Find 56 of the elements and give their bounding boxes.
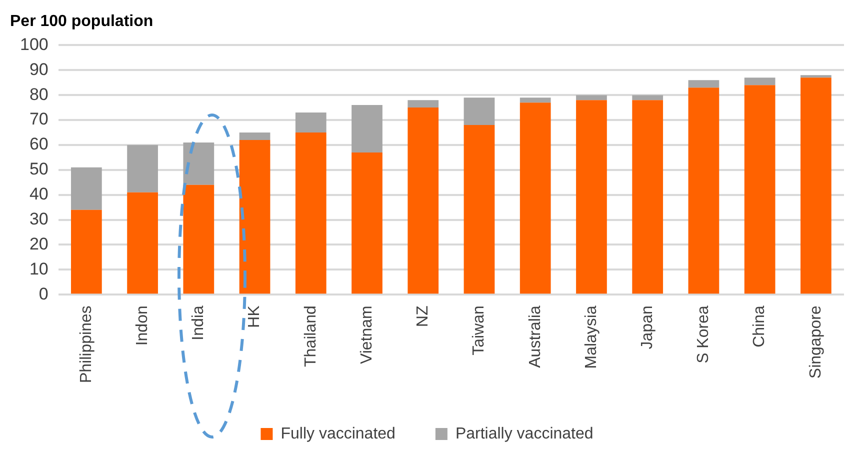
bar — [183, 142, 214, 185]
x-tick-label: Philippines — [78, 306, 95, 384]
bar — [408, 108, 439, 294]
legend-label: Fully vaccinated — [280, 425, 396, 442]
bar — [408, 100, 439, 108]
legend-label: Partially vaccinated — [455, 425, 594, 442]
bar — [520, 102, 551, 294]
x-tick-label: Vietnam — [358, 306, 376, 364]
x-tick-label: Malaysia — [582, 306, 600, 369]
bar — [744, 78, 776, 86]
bar — [632, 100, 664, 294]
x-tick-label: NZ — [414, 305, 432, 327]
bar — [127, 144, 158, 192]
y-axis-title: Per 100 population — [10, 13, 154, 30]
x-tick-label: Thailand — [302, 306, 320, 367]
y-tick-label: 90 — [29, 60, 48, 79]
y-tick-label: 10 — [29, 259, 48, 278]
bar — [127, 192, 158, 294]
bar — [295, 112, 326, 132]
bar — [70, 210, 102, 294]
bar — [464, 125, 495, 294]
x-tick-label: India — [190, 306, 208, 340]
x-tick-label: China — [751, 306, 768, 348]
y-tick-label: 70 — [29, 110, 48, 129]
y-tick-label: 0 — [38, 284, 48, 304]
x-tick-label: Japan — [638, 306, 656, 350]
y-tick-label: 100 — [20, 34, 48, 54]
y-tick-label: 50 — [29, 160, 48, 179]
x-tick-label: Taiwan — [470, 306, 488, 356]
y-tick-label: 30 — [29, 209, 48, 228]
bar — [295, 132, 326, 294]
bar — [688, 88, 720, 294]
bar — [352, 152, 382, 294]
x-tick-label: Australia — [526, 306, 544, 368]
x-tick-label: Singapore — [807, 306, 824, 379]
bar — [632, 95, 664, 100]
bar — [688, 80, 720, 88]
y-tick-label: 40 — [29, 184, 48, 204]
x-tick-label: Indon — [134, 306, 151, 346]
bar — [183, 184, 214, 294]
x-tick-label: S Korea — [695, 306, 712, 364]
bar — [800, 78, 832, 294]
y-tick-label: 80 — [29, 84, 48, 104]
y-tick-label: 60 — [29, 134, 48, 154]
x-tick-label: HK — [246, 305, 264, 328]
bar — [520, 98, 551, 103]
y-tick-label: 20 — [29, 234, 48, 254]
bar — [744, 85, 776, 294]
bar — [352, 105, 382, 152]
bar — [576, 95, 607, 100]
bar — [239, 140, 270, 294]
bar — [70, 167, 102, 210]
bar — [239, 132, 270, 140]
bar — [464, 98, 495, 126]
bar — [576, 100, 607, 294]
bar — [800, 75, 832, 78]
